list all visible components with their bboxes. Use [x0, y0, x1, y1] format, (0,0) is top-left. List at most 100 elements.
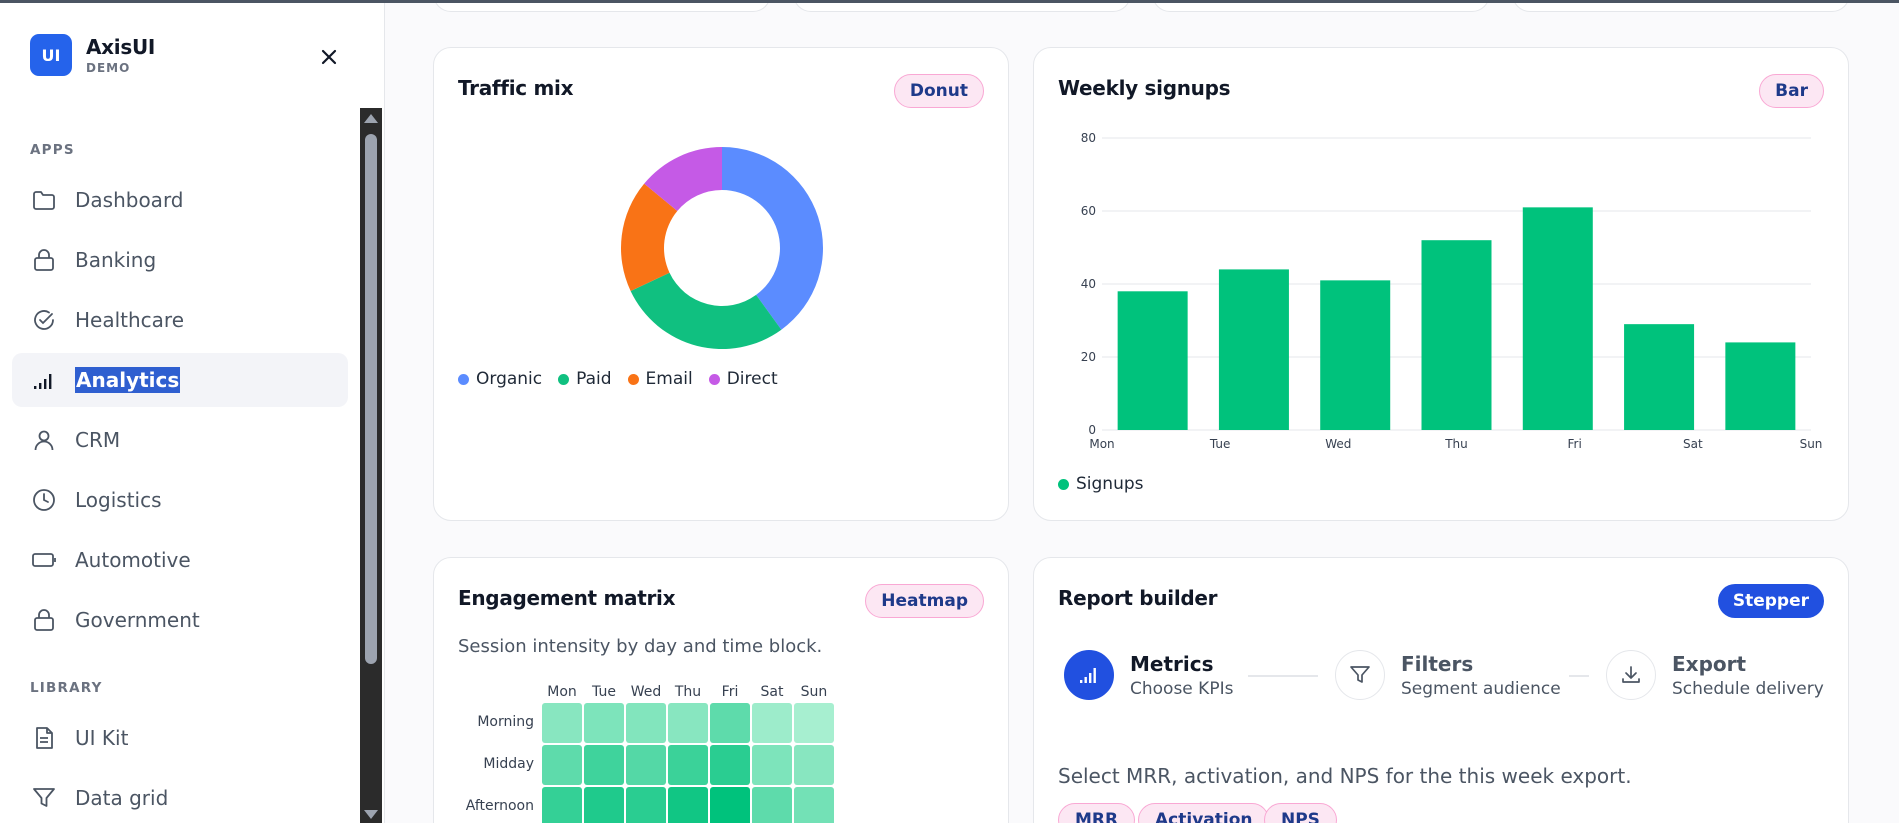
heatmap-column-label: Tue — [592, 684, 616, 700]
bar-thu[interactable] — [1421, 240, 1492, 430]
sidebar-item-healthcare[interactable]: Healthcare — [12, 293, 348, 347]
close-sidebar-button[interactable] — [316, 44, 342, 70]
bar-sun[interactable] — [1725, 342, 1796, 430]
legend-item: Paid — [558, 369, 612, 389]
stepper-badge: Stepper — [1717, 584, 1824, 618]
brand-logo: UI — [30, 34, 72, 76]
donut-chart — [621, 147, 823, 349]
heatmap-cell[interactable] — [668, 787, 708, 823]
step-metrics[interactable]: Metrics Choose KPIs — [1064, 650, 1233, 700]
heatmap-cell[interactable] — [542, 745, 582, 785]
sidebar-item-label: CRM — [75, 428, 121, 452]
bar-chart: 0 20 40 60 80 Mon Tue Wed Thu Fri Sat Sun — [1081, 131, 1823, 448]
signal-bars-icon — [1080, 668, 1096, 683]
sidebar-item-banking[interactable]: Banking — [12, 233, 348, 287]
heatmap-row-label: Morning — [477, 714, 534, 730]
heatmap-row-label: Midday — [483, 756, 534, 772]
step-title: Export — [1672, 651, 1747, 676]
report-builder-card: Report builder Stepper Metrics Choose KP… — [1033, 557, 1849, 823]
step-circle — [1064, 650, 1114, 700]
legend-swatch — [458, 373, 469, 385]
lock-icon — [30, 606, 58, 634]
bar-fri[interactable] — [1522, 207, 1593, 430]
bar-mon[interactable] — [1117, 291, 1188, 430]
heatmap-cell[interactable] — [626, 745, 666, 785]
heatmap-cell[interactable] — [752, 703, 792, 743]
donut-slice-email[interactable] — [621, 183, 678, 292]
heatmap-cell[interactable] — [752, 745, 792, 785]
heatmap-cell[interactable] — [710, 787, 750, 823]
scroll-down-arrow-icon[interactable] — [364, 810, 378, 819]
card-title: Weekly signups — [1058, 76, 1231, 100]
donut-slice-direct[interactable] — [644, 147, 722, 212]
heatmap-cell[interactable] — [584, 787, 624, 823]
sidebar-item-dashboard[interactable]: Dashboard — [12, 173, 348, 227]
bar-tue[interactable] — [1218, 269, 1289, 430]
legend-item: Email — [627, 369, 693, 389]
heatmap-column-label: Wed — [630, 684, 662, 700]
bar-wed[interactable] — [1320, 280, 1391, 430]
sidebar-item-government[interactable]: Government — [12, 593, 348, 647]
card-title: Engagement matrix — [458, 586, 676, 610]
heatmap-cell[interactable] — [584, 745, 624, 785]
sidebar-item-label: Logistics — [75, 488, 162, 512]
step-export[interactable]: Export Schedule delivery — [1606, 650, 1824, 700]
heatmap-cell[interactable] — [710, 703, 750, 743]
y-tick-label: 0 — [1088, 423, 1096, 437]
heatmap-cell[interactable] — [668, 745, 708, 785]
heatmap-cell[interactable] — [542, 787, 582, 823]
sidebar-item-label: UI Kit — [75, 726, 129, 750]
heatmap-column-label: Sun — [800, 684, 828, 700]
x-tick-label: Sun — [1800, 437, 1823, 448]
step-subtitle: Schedule delivery — [1672, 678, 1824, 699]
step-filters[interactable]: Filters Segment audience — [1335, 650, 1561, 700]
chart-type-badge: Bar — [1759, 74, 1824, 108]
heatmap-cell[interactable] — [542, 703, 582, 743]
heatmap-column-label: Sat — [760, 684, 784, 700]
scroll-up-arrow-icon[interactable] — [364, 114, 378, 123]
brand[interactable]: UI AxisUI DEMO — [30, 34, 155, 76]
sidebar-scrollbar[interactable] — [360, 108, 382, 823]
sidebar-item-label: Banking — [75, 248, 157, 272]
legend-item: Signups — [1058, 474, 1144, 494]
section-label-library: LIBRARY — [30, 680, 103, 696]
step-subtitle: Choose KPIs — [1130, 678, 1234, 699]
engagement-matrix-card: Engagement matrix Heatmap Session intens… — [433, 557, 1009, 823]
x-tick-label: Wed — [1325, 437, 1351, 448]
y-tick-label: 80 — [1081, 131, 1096, 145]
legend-label: Signups — [1076, 474, 1144, 494]
heatmap-cell[interactable] — [626, 787, 666, 823]
heatmap-cell[interactable] — [794, 703, 834, 743]
sidebar-item-label: Government — [75, 608, 200, 632]
bar-sat[interactable] — [1624, 324, 1695, 430]
sidebar-item-logistics[interactable]: Logistics — [12, 473, 348, 527]
donut-slice-organic[interactable] — [722, 147, 823, 330]
sidebar-item-automotive[interactable]: Automotive — [12, 533, 348, 587]
scrollbar-thumb[interactable] — [365, 134, 377, 664]
heatmap-cell[interactable] — [626, 703, 666, 743]
sidebar-item-ui-kit[interactable]: UI Kit — [12, 711, 348, 765]
legend-label: Direct — [726, 369, 778, 389]
section-label-apps: APPS — [30, 142, 75, 158]
chip-activation[interactable]: Activation — [1138, 803, 1270, 823]
sidebar-item-data-grid[interactable]: Data grid — [12, 771, 348, 823]
brand-name: AxisUI — [86, 35, 156, 59]
brand-subtitle: DEMO — [86, 61, 131, 75]
step-circle — [1606, 650, 1656, 700]
heatmap-cell[interactable] — [752, 787, 792, 823]
heatmap-cell[interactable] — [668, 703, 708, 743]
heatmap-cell[interactable] — [794, 787, 834, 823]
heatmap-cell[interactable] — [710, 745, 750, 785]
traffic-mix-card: Traffic mix Donut Organic Paid Email Direct — [433, 47, 1009, 521]
y-tick-label: 20 — [1081, 350, 1096, 364]
chip-mrr[interactable]: MRR — [1058, 803, 1136, 823]
sidebar-item-crm[interactable]: CRM — [12, 413, 348, 467]
legend-swatch — [1058, 478, 1069, 490]
sidebar-item-analytics[interactable]: Analytics — [12, 353, 348, 407]
donut-slice-paid[interactable] — [630, 272, 782, 349]
report-description: Select MRR, activation, and NPS for the … — [1058, 764, 1632, 788]
heatmap-cell[interactable] — [584, 703, 624, 743]
legend-item: Organic — [458, 369, 542, 389]
chip-nps[interactable]: NPS — [1264, 803, 1337, 823]
heatmap-cell[interactable] — [794, 745, 834, 785]
